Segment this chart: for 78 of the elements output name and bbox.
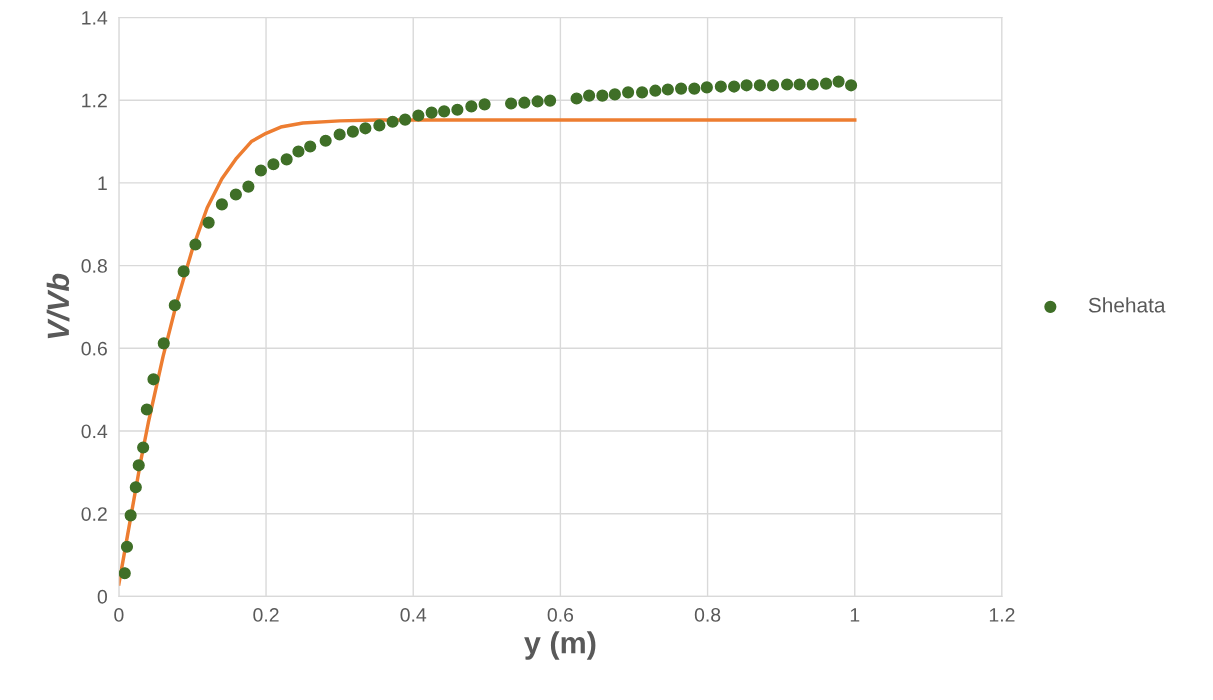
point — [806, 78, 819, 91]
point — [118, 567, 131, 580]
point — [304, 140, 317, 153]
point — [740, 79, 753, 92]
x-tick-label: 0.8 — [694, 608, 721, 622]
point — [267, 158, 280, 171]
point — [202, 216, 215, 229]
point — [465, 100, 478, 113]
x-tick-label: 1 — [850, 608, 860, 622]
point — [229, 188, 242, 201]
point — [819, 77, 833, 90]
y-axis-title: V/Vb — [46, 273, 70, 339]
point — [386, 115, 399, 128]
point — [147, 373, 160, 386]
point — [333, 128, 346, 141]
point — [399, 113, 412, 126]
point — [832, 75, 845, 88]
point — [518, 96, 531, 109]
y-tick-label: 1.2 — [82, 93, 107, 108]
x-tick-label: 0.4 — [400, 608, 427, 622]
point — [688, 82, 701, 95]
point — [177, 265, 190, 278]
point — [280, 153, 293, 166]
y-tick-label: 1 — [98, 176, 107, 190]
legend-label: Shehata — [1088, 297, 1166, 313]
point — [714, 80, 727, 93]
point — [346, 125, 359, 138]
point — [319, 134, 332, 147]
point — [140, 403, 153, 416]
y-tick-label: 0.2 — [81, 507, 107, 521]
point — [129, 481, 142, 494]
point — [254, 164, 267, 177]
point — [242, 180, 255, 193]
point — [124, 509, 137, 522]
point — [373, 119, 386, 132]
point — [478, 98, 491, 111]
x-axis-title: y (m) — [524, 631, 596, 660]
y-tick-label: 0.6 — [81, 341, 107, 356]
point — [120, 540, 134, 553]
point — [793, 78, 806, 91]
point — [845, 79, 858, 92]
point — [728, 80, 741, 93]
point — [661, 83, 674, 96]
point — [132, 459, 145, 472]
point — [622, 86, 635, 99]
point — [451, 103, 464, 116]
point — [583, 89, 596, 102]
point — [137, 441, 150, 454]
point — [780, 78, 794, 91]
point — [649, 84, 662, 97]
point — [544, 94, 557, 107]
point — [215, 198, 228, 211]
point — [753, 79, 766, 92]
point — [608, 88, 621, 101]
point — [438, 105, 451, 118]
x-tick-label: 0.6 — [547, 608, 574, 622]
point — [675, 82, 688, 95]
y-tick-label: 0 — [97, 589, 107, 604]
y-tick-label: 1.4 — [82, 11, 108, 25]
point — [157, 337, 170, 350]
x-tick-label: 0.2 — [253, 608, 279, 622]
point — [505, 97, 518, 110]
point — [189, 238, 202, 251]
point — [596, 89, 609, 102]
point — [767, 79, 780, 92]
point — [292, 145, 305, 158]
point — [700, 81, 713, 94]
y-tick-label: 0.4 — [81, 424, 108, 439]
point — [359, 122, 372, 135]
x-tick-label: 1.2 — [989, 608, 1015, 622]
point — [531, 95, 544, 108]
y-tick-label: 0.8 — [81, 259, 107, 273]
point — [570, 92, 583, 105]
point — [636, 86, 649, 99]
x-tick-label: 0 — [114, 608, 124, 622]
point — [425, 106, 438, 119]
point — [412, 109, 425, 122]
point — [168, 299, 181, 312]
